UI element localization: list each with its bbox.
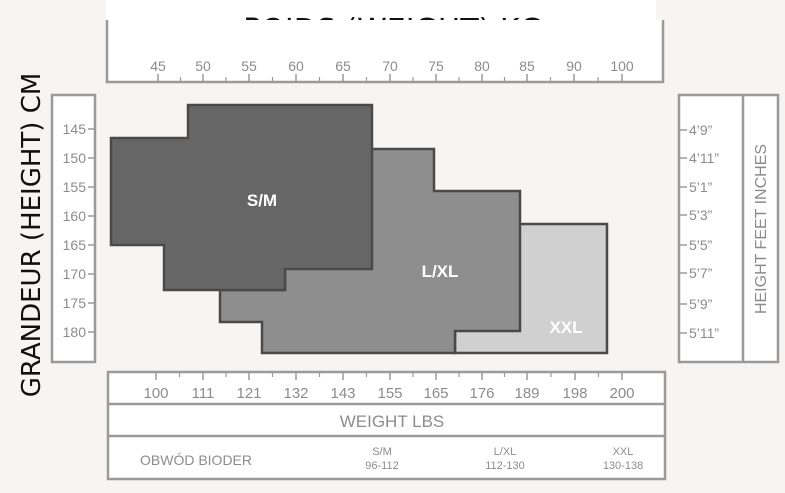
kg-tick-label: 75 <box>428 58 444 74</box>
lbs-tick-label: 132 <box>283 385 308 402</box>
feet-tick-label: 5’9” <box>689 296 713 312</box>
feet-scale: 4’9” 4’11” 5’1” 5’3” 5’5” 5’7” 5’9” 5’11” <box>679 122 719 341</box>
kg-tick-label: 85 <box>519 58 535 74</box>
kg-tick-label: 100 <box>610 58 634 74</box>
hip-label: OBWÓD BIODER <box>140 452 252 468</box>
cm-tick-label: 180 <box>63 324 87 340</box>
kg-tick-label: 50 <box>195 58 211 74</box>
hip-size-xxl: XXL <box>613 446 634 458</box>
region-label-xxl: XXL <box>549 318 582 337</box>
height-feet-title: HEIGHT FEET INCHES <box>753 144 770 314</box>
lbs-tick-label: 165 <box>423 385 448 402</box>
kg-tick-label: 45 <box>150 58 166 74</box>
feet-tick-label: 5’1” <box>689 179 713 195</box>
cm-tick-label: 150 <box>63 150 87 166</box>
kg-tick-label: 90 <box>566 58 582 74</box>
kg-tick-label: 55 <box>241 58 257 74</box>
region-label-l-xl: L/XL <box>422 262 459 281</box>
lbs-tick-label: 143 <box>330 385 355 402</box>
cm-tick-label: 155 <box>63 179 87 195</box>
hip-range-l-xl: 112-130 <box>485 460 525 472</box>
feet-tick-label: 5’11” <box>689 325 719 341</box>
height-cm-title: GRANDEUR (HEIGHT) CM <box>17 73 47 398</box>
lbs-scale: 100 111 121 132 143 155 165 176 189 198 200 <box>143 372 635 402</box>
feet-tick-label: 5’5” <box>689 237 713 253</box>
kg-scale-box <box>105 20 665 84</box>
lbs-scale-box <box>106 370 667 481</box>
region-s-m <box>109 103 374 292</box>
feet-scale-box <box>677 93 780 364</box>
feet-tick-label: 4’9” <box>689 122 713 138</box>
hip-range-xxl: 130-138 <box>603 460 643 472</box>
lbs-tick-label: 100 <box>143 385 168 402</box>
lbs-tick-label: 200 <box>609 385 634 402</box>
lbs-tick-label: 189 <box>514 385 539 402</box>
lbs-tick-label: 155 <box>377 385 402 402</box>
cm-tick-label: 160 <box>63 208 87 224</box>
lbs-tick-label: 111 <box>192 385 215 402</box>
cm-scale-box <box>50 93 97 364</box>
cm-tick-label: 170 <box>63 266 87 282</box>
kg-tick-label: 80 <box>474 58 490 74</box>
feet-tick-label: 5’7” <box>689 265 713 281</box>
region-label-s-m: S/M <box>247 191 277 210</box>
cm-tick-label: 175 <box>63 295 87 311</box>
feet-tick-label: 5’3” <box>689 207 713 223</box>
cm-tick-label: 165 <box>63 237 87 253</box>
cm-scale: 145 150 155 160 165 170 175 180 <box>63 121 95 340</box>
kg-tick-label: 70 <box>382 58 398 74</box>
hip-size-l-xl: L/XL <box>494 446 517 458</box>
lbs-tick-label: 198 <box>562 385 587 402</box>
kg-tick-label: 65 <box>335 58 351 74</box>
hip-size-s-m: S/M <box>372 446 392 458</box>
cm-tick-label: 145 <box>63 121 87 137</box>
weight-lbs-label: WEIGHT LBS <box>340 412 445 431</box>
feet-tick-label: 4’11” <box>689 150 719 166</box>
hip-range-s-m: 96-112 <box>365 460 398 472</box>
lbs-tick-label: 121 <box>236 385 261 402</box>
lbs-tick-label: 176 <box>469 385 494 402</box>
kg-scale: 45 50 55 60 65 70 75 80 85 90 100 <box>150 58 634 82</box>
kg-tick-label: 60 <box>288 58 304 74</box>
